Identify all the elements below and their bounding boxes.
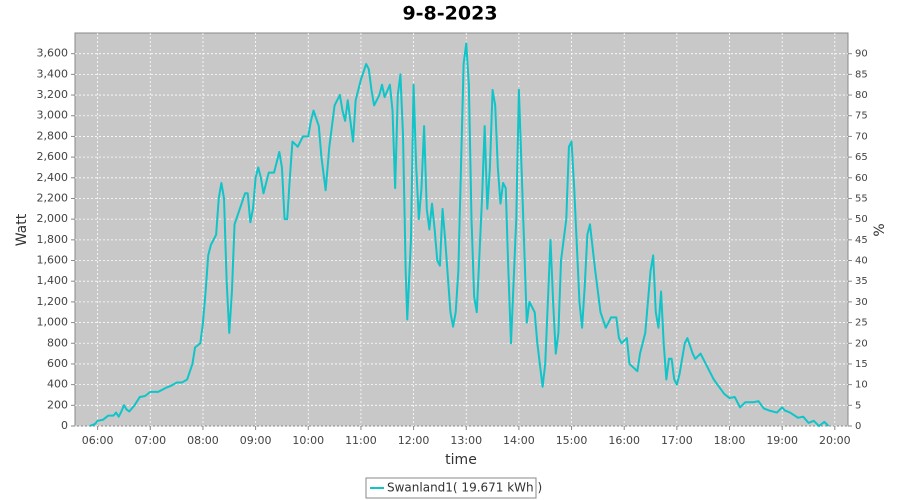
legend-label: Swanland1( 19.671 kWh ) — [387, 481, 542, 495]
x-tick-label: 19:00 — [766, 434, 798, 447]
y2-tick-label: 85 — [855, 69, 868, 80]
y2-tick-label: 60 — [855, 173, 868, 184]
y2-tick-label: 30 — [855, 297, 868, 308]
chart-title: 9-8-2023 — [402, 3, 497, 25]
y2-tick-label: 15 — [855, 359, 868, 370]
legend-box — [365, 477, 537, 499]
x-tick-label: 07:00 — [134, 434, 166, 447]
y-tick-label: 3,200 — [37, 88, 69, 101]
y-tick-label: 1,000 — [37, 316, 69, 329]
y2-tick-label: 75 — [855, 111, 868, 122]
y-tick-label: 1,800 — [37, 233, 69, 246]
x-tick-label: 14:00 — [503, 434, 535, 447]
y-tick-label: 0 — [61, 419, 68, 432]
x-tick-label: 20:00 — [819, 434, 851, 447]
y2-tick-label: 25 — [855, 318, 868, 329]
y-tick-label: 800 — [47, 336, 68, 349]
y-tick-label: 1,200 — [37, 295, 69, 308]
y-tick-label: 2,600 — [37, 150, 69, 163]
y2-tick-label: 55 — [855, 193, 868, 204]
x-tick-label: 18:00 — [714, 434, 746, 447]
y2-tick-label: 40 — [855, 256, 868, 267]
y2-tick-label: 45 — [855, 235, 868, 246]
y2-tick-label: 80 — [855, 90, 868, 101]
x-axis-title: time — [445, 452, 477, 468]
y-tick-label: 1,400 — [37, 274, 69, 287]
x-tick-label: 09:00 — [240, 434, 272, 447]
y2-axis-title: % — [872, 223, 888, 236]
x-tick-label: 16:00 — [608, 434, 640, 447]
y2-tick-label: 20 — [855, 338, 868, 349]
plot-area — [74, 32, 849, 427]
y-tick-label: 3,400 — [37, 67, 69, 80]
y-tick-label: 2,200 — [37, 191, 69, 204]
y-tick-label: 2,800 — [37, 129, 69, 142]
series-line — [89, 42, 830, 427]
x-tick-label: 12:00 — [398, 434, 430, 447]
x-tick-label: 11:00 — [345, 434, 377, 447]
y2-tick-label: 65 — [855, 152, 868, 163]
y-tick-label: 600 — [47, 357, 68, 370]
y-tick-label: 1,600 — [37, 254, 69, 267]
y2-tick-label: 35 — [855, 276, 868, 287]
y2-tick-label: 0 — [855, 421, 861, 432]
y-axis-title: Watt — [14, 213, 30, 246]
y2-tick-label: 5 — [855, 400, 861, 411]
y2-tick-label: 70 — [855, 131, 868, 142]
y-tick-label: 400 — [47, 378, 68, 391]
y-tick-label: 3,000 — [37, 109, 69, 122]
y-tick-label: 2,000 — [37, 212, 69, 225]
x-tick-label: 08:00 — [187, 434, 219, 447]
y2-tick-label: 90 — [855, 49, 868, 60]
x-tick-label: 06:00 — [82, 434, 114, 447]
y-tick-label: 2,400 — [37, 171, 69, 184]
x-tick-label: 17:00 — [661, 434, 693, 447]
x-tick-label: 10:00 — [292, 434, 324, 447]
y-tick-label: 200 — [47, 398, 68, 411]
x-tick-label: 15:00 — [556, 434, 588, 447]
x-tick-label: 13:00 — [450, 434, 482, 447]
y2-tick-label: 10 — [855, 380, 868, 391]
y-tick-label: 3,600 — [37, 47, 69, 60]
y2-tick-label: 50 — [855, 214, 868, 225]
